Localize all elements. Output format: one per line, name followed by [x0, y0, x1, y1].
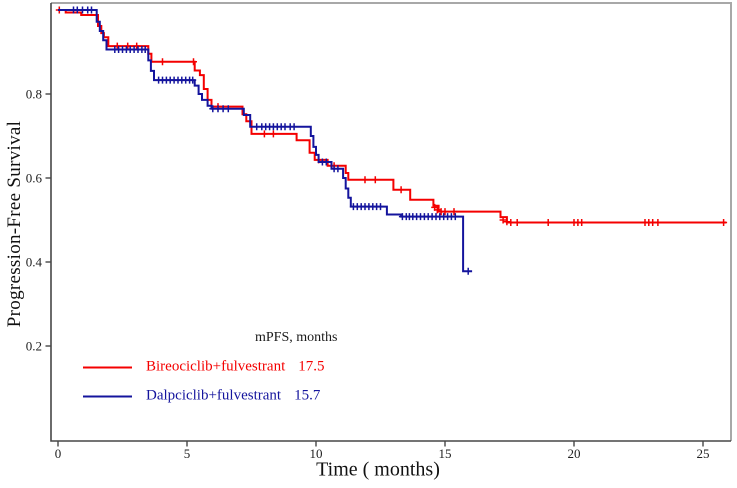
- y-tick-label: 0.8: [26, 87, 42, 102]
- y-tick-label: 0.2: [26, 339, 42, 354]
- censor-mark: [503, 218, 511, 226]
- censor-mark: [334, 165, 342, 173]
- censor-mark: [224, 105, 232, 113]
- censor-mark: [141, 46, 149, 53]
- censor-mark: [397, 186, 405, 194]
- plot-frame: [51, 2, 732, 441]
- censor-mark: [450, 208, 458, 216]
- censor-mark: [88, 6, 95, 14]
- censor-mark: [451, 213, 459, 221]
- censor-mark: [544, 219, 552, 226]
- y-tick-label: 0.4: [26, 255, 43, 270]
- censor-mark: [361, 176, 369, 184]
- censor-mark: [322, 158, 330, 166]
- x-tick-label: 5: [184, 446, 191, 461]
- censor-mark: [290, 123, 298, 131]
- censor-mark: [260, 130, 268, 138]
- x-tick-label: 0: [55, 446, 62, 461]
- censor-mark: [433, 206, 441, 214]
- censor-mark: [269, 130, 277, 138]
- censor-mark: [720, 219, 728, 226]
- censor-mark: [190, 58, 197, 66]
- km-curve-bireociclib-fulvestrant: [58, 9, 727, 224]
- x-tick-label: 10: [310, 446, 323, 461]
- x-tick-label: 15: [439, 446, 452, 461]
- censor-mark: [464, 267, 472, 275]
- censor-mark: [371, 176, 379, 184]
- censor-mark: [578, 219, 586, 226]
- censor-mark: [513, 219, 521, 226]
- y-tick-label: 0.6: [26, 171, 43, 186]
- axis-lines: [50, 3, 731, 442]
- censor-mark: [654, 219, 662, 226]
- censor-mark: [507, 219, 515, 226]
- censor-mark: [441, 208, 449, 216]
- censor-mark: [499, 216, 507, 224]
- x-axis-title: Time ( months): [316, 458, 440, 481]
- x-tick-label: 25: [697, 446, 710, 461]
- censor-mark: [377, 203, 384, 211]
- y-axis-title: Progression-Free Survival: [4, 120, 25, 328]
- x-tick-label: 20: [568, 446, 581, 461]
- censor-mark: [159, 58, 166, 66]
- censor-mark: [189, 76, 197, 84]
